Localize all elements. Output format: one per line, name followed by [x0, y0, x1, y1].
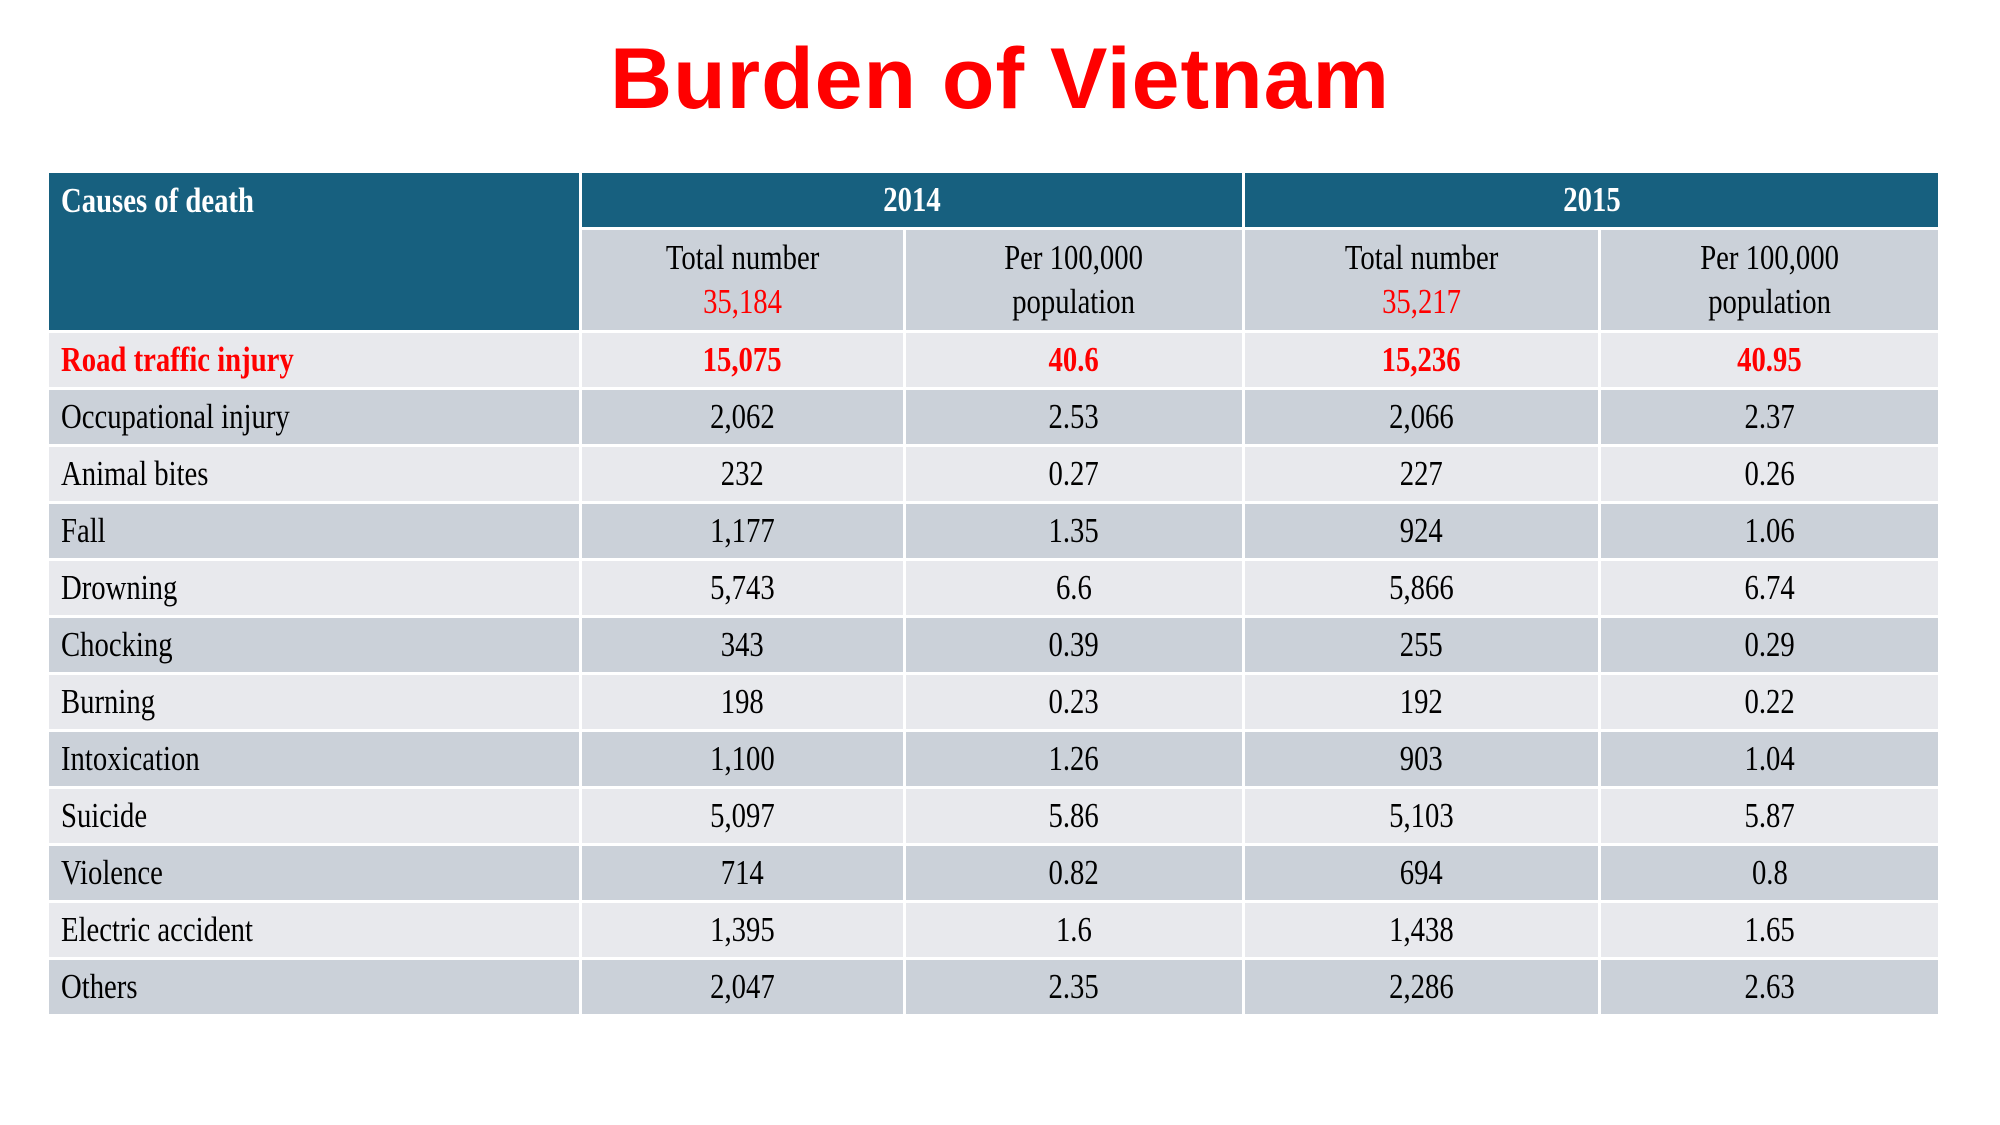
rate-2014-cell: 40.6 [903, 330, 1245, 390]
total-2015-cell: 903 [1242, 729, 1601, 789]
rate-2014-cell: 1.35 [903, 501, 1245, 561]
header-total-2014: Total number 35,184 [579, 227, 906, 333]
rate-2015-cell: 0.26 [1598, 444, 1941, 504]
total-2015-cell: 15,236 [1242, 330, 1601, 390]
total-2015-cell: 2,286 [1242, 957, 1601, 1017]
total-2014-cell: 5,097 [579, 786, 906, 846]
rate-2014-cell: 2.53 [903, 387, 1245, 447]
table-row: Occupational injury 2,062 2.53 2,066 2.37 [46, 387, 1941, 447]
table-row: Suicide 5,097 5.86 5,103 5.87 [46, 786, 1941, 846]
cause-cell: Suicide [46, 786, 582, 846]
header-total-2015: Total number 35,217 [1242, 227, 1601, 333]
rate-2014-cell: 2.35 [903, 957, 1245, 1017]
rate-2014-cell: 1.6 [903, 900, 1245, 960]
rate-2015-cell: 6.74 [1598, 558, 1941, 618]
cause-cell: Animal bites [46, 444, 582, 504]
total-2014-cell: 714 [579, 843, 906, 903]
rate-2015-cell: 5.87 [1598, 786, 1941, 846]
total-2014-cell: 2,062 [579, 387, 906, 447]
table-row: Road traffic injury 15,075 40.6 15,236 40.95 [46, 330, 1941, 390]
total-2015-cell: 2,066 [1242, 387, 1601, 447]
cause-cell: Fall [46, 501, 582, 561]
header-year-2015: 2015 [1242, 170, 1941, 230]
total-2014-cell: 198 [579, 672, 906, 732]
table-row: Others 2,047 2.35 2,286 2.63 [46, 957, 1941, 1017]
total-2015-cell: 1,438 [1242, 900, 1601, 960]
rate-2015-cell: 1.04 [1598, 729, 1941, 789]
total-2015-cell: 5,103 [1242, 786, 1601, 846]
header-rate-2015: Per 100,000 population [1598, 227, 1941, 333]
cause-cell: Others [46, 957, 582, 1017]
total-2015-cell: 5,866 [1242, 558, 1601, 618]
total-2014-cell: 2,047 [579, 957, 906, 1017]
table-row: Electric accident 1,395 1.6 1,438 1.65 [46, 900, 1941, 960]
rate-2014-cell: 0.39 [903, 615, 1245, 675]
total-2015-cell: 924 [1242, 501, 1601, 561]
table-row: Drowning 5,743 6.6 5,866 6.74 [46, 558, 1941, 618]
header-causes: Causes of death [46, 170, 582, 333]
cause-cell: Road traffic injury [46, 330, 582, 390]
rate-2015-cell: 0.8 [1598, 843, 1941, 903]
total-2015-cell: 694 [1242, 843, 1601, 903]
page-title: Burden of Vietnam [610, 31, 1390, 127]
rate-2015-cell: 2.63 [1598, 957, 1941, 1017]
header-rate-2014: Per 100,000 population [903, 227, 1245, 333]
table-row: Violence 714 0.82 694 0.8 [46, 843, 1941, 903]
causes-of-death-table: Causes of death 2014 2015 Total number 35… [46, 170, 1941, 1017]
cause-cell: Violence [46, 843, 582, 903]
rate-2014-cell: 0.27 [903, 444, 1245, 504]
total-2014-cell: 15,075 [579, 330, 906, 390]
cause-cell: Chocking [46, 615, 582, 675]
total-2014-cell: 343 [579, 615, 906, 675]
total-2014-cell: 232 [579, 444, 906, 504]
table-row: Intoxication 1,100 1.26 903 1.04 [46, 729, 1941, 789]
rate-2015-cell: 0.22 [1598, 672, 1941, 732]
table-row: Fall 1,177 1.35 924 1.06 [46, 501, 1941, 561]
table-row: Chocking 343 0.39 255 0.29 [46, 615, 1941, 675]
total-2015-cell: 227 [1242, 444, 1601, 504]
total-2014-cell: 1,177 [579, 501, 906, 561]
total-2014-cell: 1,395 [579, 900, 906, 960]
rate-2014-cell: 0.82 [903, 843, 1245, 903]
cause-cell: Drowning [46, 558, 582, 618]
cause-cell: Intoxication [46, 729, 582, 789]
total-2014-cell: 1,100 [579, 729, 906, 789]
rate-2014-cell: 6.6 [903, 558, 1245, 618]
cause-cell: Electric accident [46, 900, 582, 960]
rate-2014-cell: 0.23 [903, 672, 1245, 732]
total-2014-cell: 5,743 [579, 558, 906, 618]
rate-2014-cell: 1.26 [903, 729, 1245, 789]
rate-2015-cell: 40.95 [1598, 330, 1941, 390]
total-2015-cell: 255 [1242, 615, 1601, 675]
table-row: Animal bites 232 0.27 227 0.26 [46, 444, 1941, 504]
rate-2015-cell: 1.06 [1598, 501, 1941, 561]
rate-2015-cell: 2.37 [1598, 387, 1941, 447]
cause-cell: Occupational injury [46, 387, 582, 447]
rate-2015-cell: 0.29 [1598, 615, 1941, 675]
rate-2014-cell: 5.86 [903, 786, 1245, 846]
table-row: Burning 198 0.23 192 0.22 [46, 672, 1941, 732]
cause-cell: Burning [46, 672, 582, 732]
rate-2015-cell: 1.65 [1598, 900, 1941, 960]
header-year-2014: 2014 [579, 170, 1245, 230]
total-2015-cell: 192 [1242, 672, 1601, 732]
